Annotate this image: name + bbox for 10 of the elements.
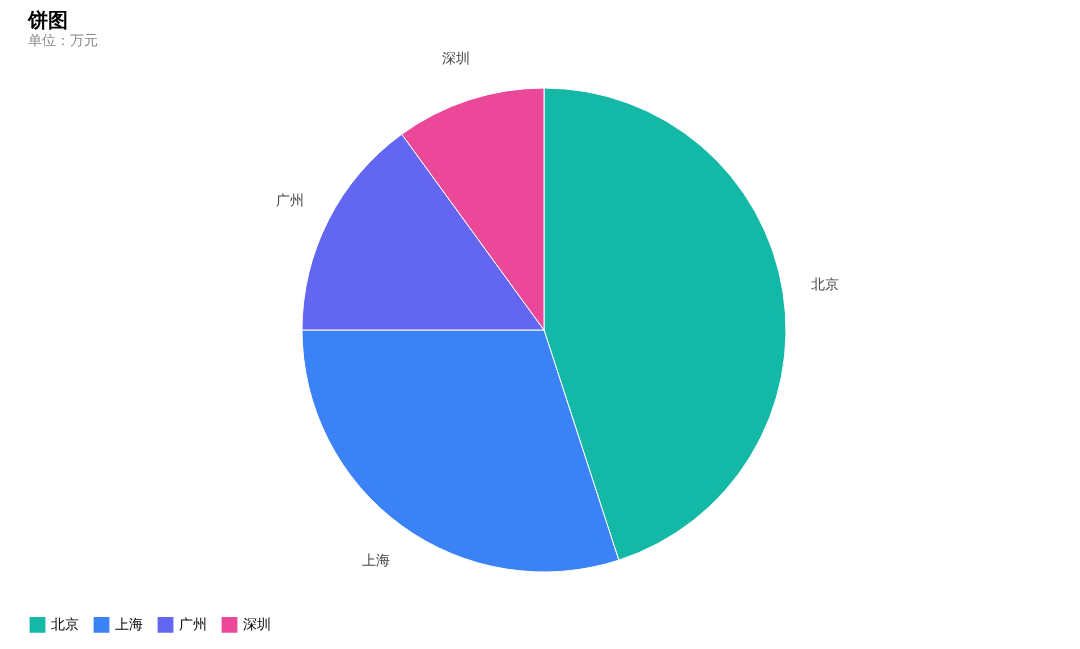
legend-label: 广州 [179,615,207,632]
legend-label: 深圳 [243,615,271,632]
slice-label: 深圳 [441,49,470,66]
slice-label: 上海 [362,551,391,568]
legend-label: 北京 [51,615,79,632]
chart-title: 饼图 [27,7,68,32]
chart-subtitle: 单位：万元 [28,31,98,48]
slice-label: 北京 [811,276,840,293]
slice-label: 广州 [276,191,305,208]
legend-label: 上海 [115,615,143,632]
